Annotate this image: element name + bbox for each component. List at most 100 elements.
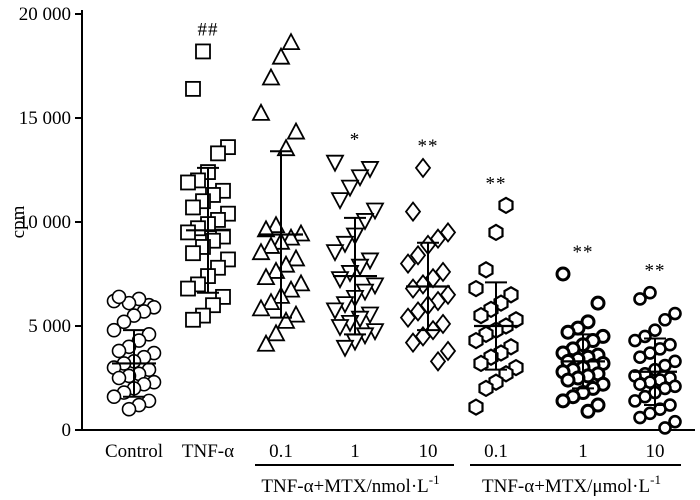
data-point [271, 46, 291, 65]
data-point [643, 285, 657, 300]
x-tick-label: 1 [578, 441, 588, 462]
data-point [330, 192, 350, 211]
data-point [498, 196, 514, 215]
data-point [335, 339, 355, 358]
data-point [261, 236, 281, 254]
x-tick-label: 0.1 [484, 441, 508, 462]
group-label: TNF-α+MTX/nmol·L-1 [261, 472, 439, 497]
significance-marker: ** [486, 173, 507, 194]
data-point [325, 154, 345, 173]
data-point [555, 266, 571, 282]
group-label-superscript: -1 [429, 472, 440, 487]
y-tick-label: 20 000 [19, 4, 71, 25]
data-point [185, 311, 201, 328]
data-point [291, 223, 311, 242]
data-point [590, 295, 606, 311]
data-point [414, 157, 432, 179]
data-point [399, 307, 417, 329]
data-point [668, 306, 682, 321]
data-point [256, 219, 276, 238]
data-point [468, 279, 484, 298]
data-point [261, 67, 281, 86]
data-point [286, 121, 306, 140]
data-point [468, 398, 484, 416]
data-point [404, 201, 422, 223]
data-point [409, 244, 427, 266]
category-points [555, 266, 611, 419]
y-axis-ticks: 0 5 000 10 000 15 000 20 000 [19, 4, 82, 441]
data-points [106, 32, 682, 435]
data-point [340, 179, 360, 198]
data-point [210, 145, 226, 162]
data-point [668, 414, 682, 429]
significance-marker: ** [418, 136, 439, 157]
data-point [185, 245, 201, 262]
data-point [281, 279, 301, 298]
data-point [439, 340, 457, 362]
data-point [261, 292, 281, 311]
x-tick-label: 10 [419, 441, 438, 462]
y-axis-label: cpm [8, 205, 29, 238]
category-points [468, 196, 524, 416]
y-tick-label: 15 000 [19, 108, 71, 129]
data-point [560, 324, 576, 340]
data-point [185, 199, 201, 216]
data-point [633, 292, 647, 306]
y-tick-label: 0 [62, 420, 72, 441]
data-point [488, 223, 504, 242]
data-point [404, 332, 422, 354]
data-point [633, 350, 647, 365]
data-point [628, 394, 642, 408]
y-tick-label: 5 000 [28, 316, 71, 337]
data-point [111, 370, 127, 386]
group-labels: TNF-α+MTX/nmol·L-1 TNF-α+MTX/μmol·L-1 [255, 464, 681, 497]
x-tick-label: Control [105, 441, 163, 462]
data-point [468, 331, 484, 350]
x-tick-label: TNF-α [182, 441, 234, 462]
data-point [658, 312, 672, 327]
data-point [281, 227, 301, 246]
data-point [478, 379, 494, 398]
x-tick-label: 0.1 [269, 441, 293, 462]
data-point [473, 306, 489, 325]
data-point [429, 350, 447, 372]
data-point [276, 310, 296, 329]
data-point [325, 244, 345, 263]
data-point [266, 323, 286, 342]
data-point [350, 169, 370, 188]
x-tick-label: 10 [646, 441, 665, 462]
data-point [633, 377, 647, 392]
data-point [180, 280, 196, 297]
data-point [628, 333, 642, 348]
data-point [286, 248, 306, 267]
data-point [560, 372, 576, 388]
y-tick-label: 10 000 [19, 212, 71, 233]
significance-marker: * [350, 130, 361, 151]
data-point [180, 224, 196, 241]
error-bars [112, 150, 677, 407]
data-point [251, 102, 271, 121]
data-point [180, 174, 196, 191]
group-label-superscript: -1 [650, 472, 661, 487]
significance-marker: ## [198, 19, 219, 40]
data-point [325, 302, 345, 321]
axes [81, 10, 695, 431]
data-point [633, 410, 647, 425]
significance-marker: ** [573, 242, 594, 263]
data-point [291, 273, 311, 292]
data-point [330, 271, 350, 290]
category-labels: Control ## TNF-α 0.1 * 1 ** 10 ** 0.1 ** 1 ** 10 [105, 19, 666, 462]
significance-marker: ** [645, 261, 666, 282]
data-point [281, 32, 301, 51]
group-label: TNF-α+MTX/μmol·L-1 [482, 472, 661, 497]
data-point [399, 253, 417, 275]
data-point [121, 401, 137, 417]
data-point [106, 389, 122, 405]
data-point [251, 242, 271, 261]
data-point [111, 289, 127, 305]
data-point [473, 354, 489, 373]
data-point [116, 314, 132, 330]
x-tick-label: 1 [350, 441, 360, 462]
data-point [648, 323, 662, 337]
